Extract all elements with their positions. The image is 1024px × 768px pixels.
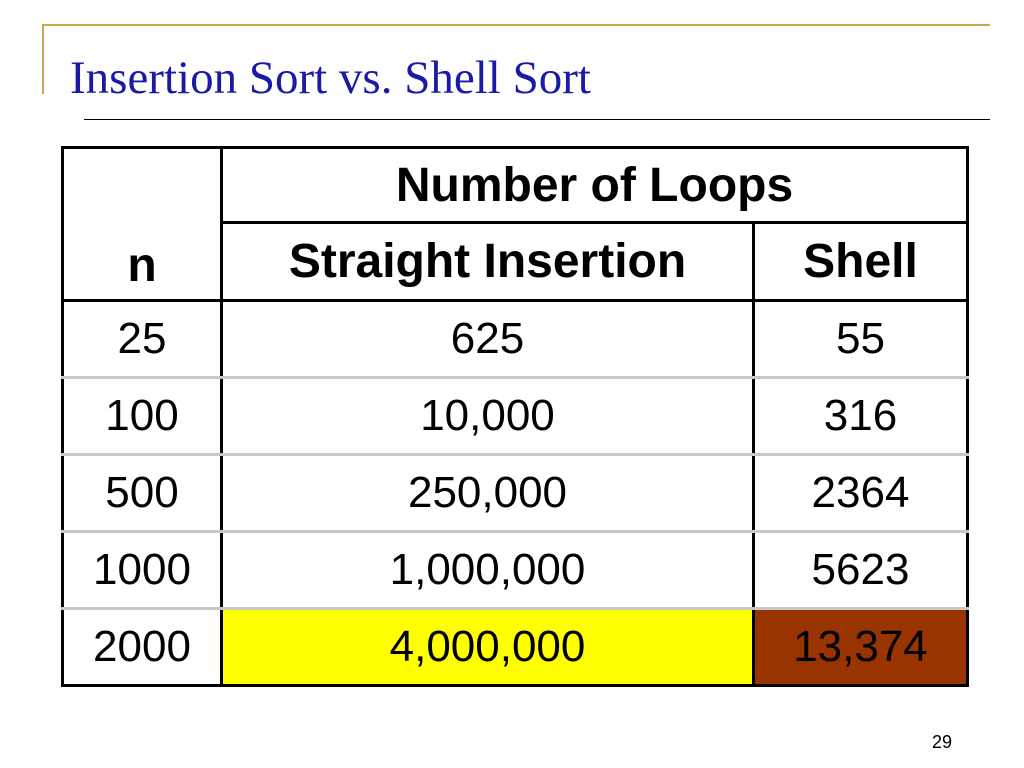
table-row: 2000 4,000,000 13,374: [61, 608, 969, 687]
insertion-cell: 10,000: [220, 377, 755, 456]
shell-cell: 2364: [752, 454, 969, 533]
insertion-cell: 1,000,000: [220, 531, 755, 610]
insertion-cell-highlighted: 4,000,000: [220, 608, 755, 687]
n-cell: 100: [61, 377, 223, 456]
page-number: 29: [931, 732, 952, 752]
n-cell: 25: [61, 300, 223, 379]
title-accent-bracket: [42, 24, 990, 94]
table-row: 1000 1,000,000 5623: [61, 531, 969, 610]
table-row: 500 250,000 2364: [61, 454, 969, 533]
title-underline: [84, 119, 990, 120]
shell-cell: 316: [752, 377, 969, 456]
n-column-header: n: [61, 146, 223, 302]
n-cell: 500: [61, 454, 223, 533]
table-row: 25 625 55: [61, 300, 969, 379]
comparison-table: n Number of Loops Straight Insertion She…: [61, 146, 969, 687]
insertion-cell: 250,000: [220, 454, 755, 533]
header-row-group: n Number of Loops: [61, 146, 969, 302]
shell-header: Shell: [752, 221, 969, 302]
slide-title: Insertion Sort vs. Shell Sort: [70, 52, 591, 104]
shell-cell-highlighted: 13,374: [752, 608, 969, 687]
shell-cell: 55: [752, 300, 969, 379]
header-row-columns: Straight Insertion Shell: [63, 221, 969, 302]
insertion-cell: 625: [220, 300, 755, 379]
n-cell: 1000: [61, 531, 223, 610]
number-of-loops-header: Number of Loops: [220, 146, 969, 224]
table-row: 100 10,000 316: [61, 377, 969, 456]
straight-insertion-header: Straight Insertion: [220, 221, 755, 302]
n-cell: 2000: [61, 608, 223, 687]
shell-cell: 5623: [752, 531, 969, 610]
